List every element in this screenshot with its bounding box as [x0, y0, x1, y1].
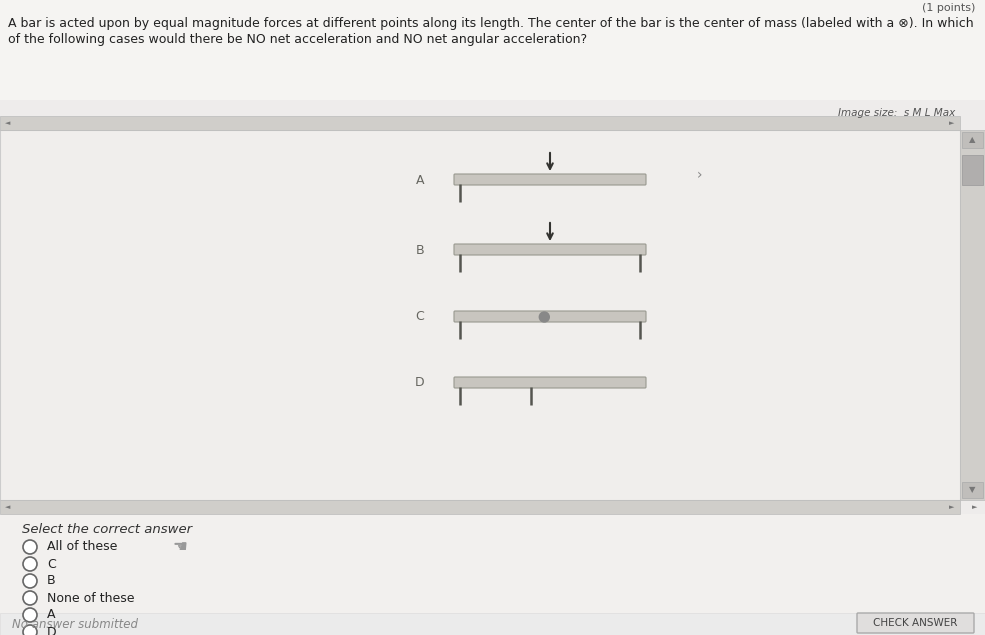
Text: Select the correct answer: Select the correct answer — [22, 523, 192, 536]
Text: D: D — [416, 377, 425, 389]
Circle shape — [23, 608, 37, 622]
Text: All of these: All of these — [47, 540, 117, 554]
Circle shape — [540, 312, 550, 322]
FancyBboxPatch shape — [962, 132, 983, 148]
Text: None of these: None of these — [47, 591, 135, 605]
Text: ▼: ▼ — [969, 486, 975, 495]
Circle shape — [23, 574, 37, 588]
Text: (1 points): (1 points) — [922, 3, 975, 13]
Text: ►: ► — [950, 504, 954, 510]
Text: A bar is acted upon by equal magnitude forces at different points along its leng: A bar is acted upon by equal magnitude f… — [8, 17, 973, 30]
FancyBboxPatch shape — [454, 377, 646, 388]
Text: ►: ► — [972, 504, 978, 510]
Text: D: D — [47, 625, 56, 635]
Text: B: B — [416, 243, 425, 257]
FancyBboxPatch shape — [0, 613, 985, 635]
Text: ◄: ◄ — [5, 120, 11, 126]
Circle shape — [23, 625, 37, 635]
Text: B: B — [47, 575, 55, 587]
Text: C: C — [416, 311, 425, 323]
Text: No answer submitted: No answer submitted — [12, 617, 138, 631]
Circle shape — [23, 591, 37, 605]
Text: A: A — [416, 173, 425, 187]
Text: ▲: ▲ — [969, 135, 975, 145]
Text: C: C — [47, 558, 56, 570]
Text: ›: › — [697, 168, 702, 182]
Text: ◄: ◄ — [5, 504, 11, 510]
Text: ☚: ☚ — [172, 538, 187, 556]
FancyBboxPatch shape — [0, 116, 960, 130]
FancyBboxPatch shape — [0, 0, 985, 100]
FancyBboxPatch shape — [0, 130, 960, 500]
Text: A: A — [47, 608, 55, 622]
FancyBboxPatch shape — [960, 130, 985, 500]
FancyBboxPatch shape — [962, 482, 983, 498]
FancyBboxPatch shape — [0, 514, 985, 635]
Text: CHECK ANSWER: CHECK ANSWER — [874, 618, 957, 628]
FancyBboxPatch shape — [0, 500, 960, 514]
FancyBboxPatch shape — [454, 244, 646, 255]
Text: ►: ► — [950, 120, 954, 126]
FancyBboxPatch shape — [857, 613, 974, 633]
FancyBboxPatch shape — [454, 174, 646, 185]
Circle shape — [23, 557, 37, 571]
FancyBboxPatch shape — [962, 155, 983, 185]
FancyBboxPatch shape — [454, 311, 646, 322]
Text: of the following cases would there be NO net acceleration and NO net angular acc: of the following cases would there be NO… — [8, 33, 587, 46]
Circle shape — [23, 540, 37, 554]
Text: Image size:  s M L Max: Image size: s M L Max — [838, 108, 955, 118]
